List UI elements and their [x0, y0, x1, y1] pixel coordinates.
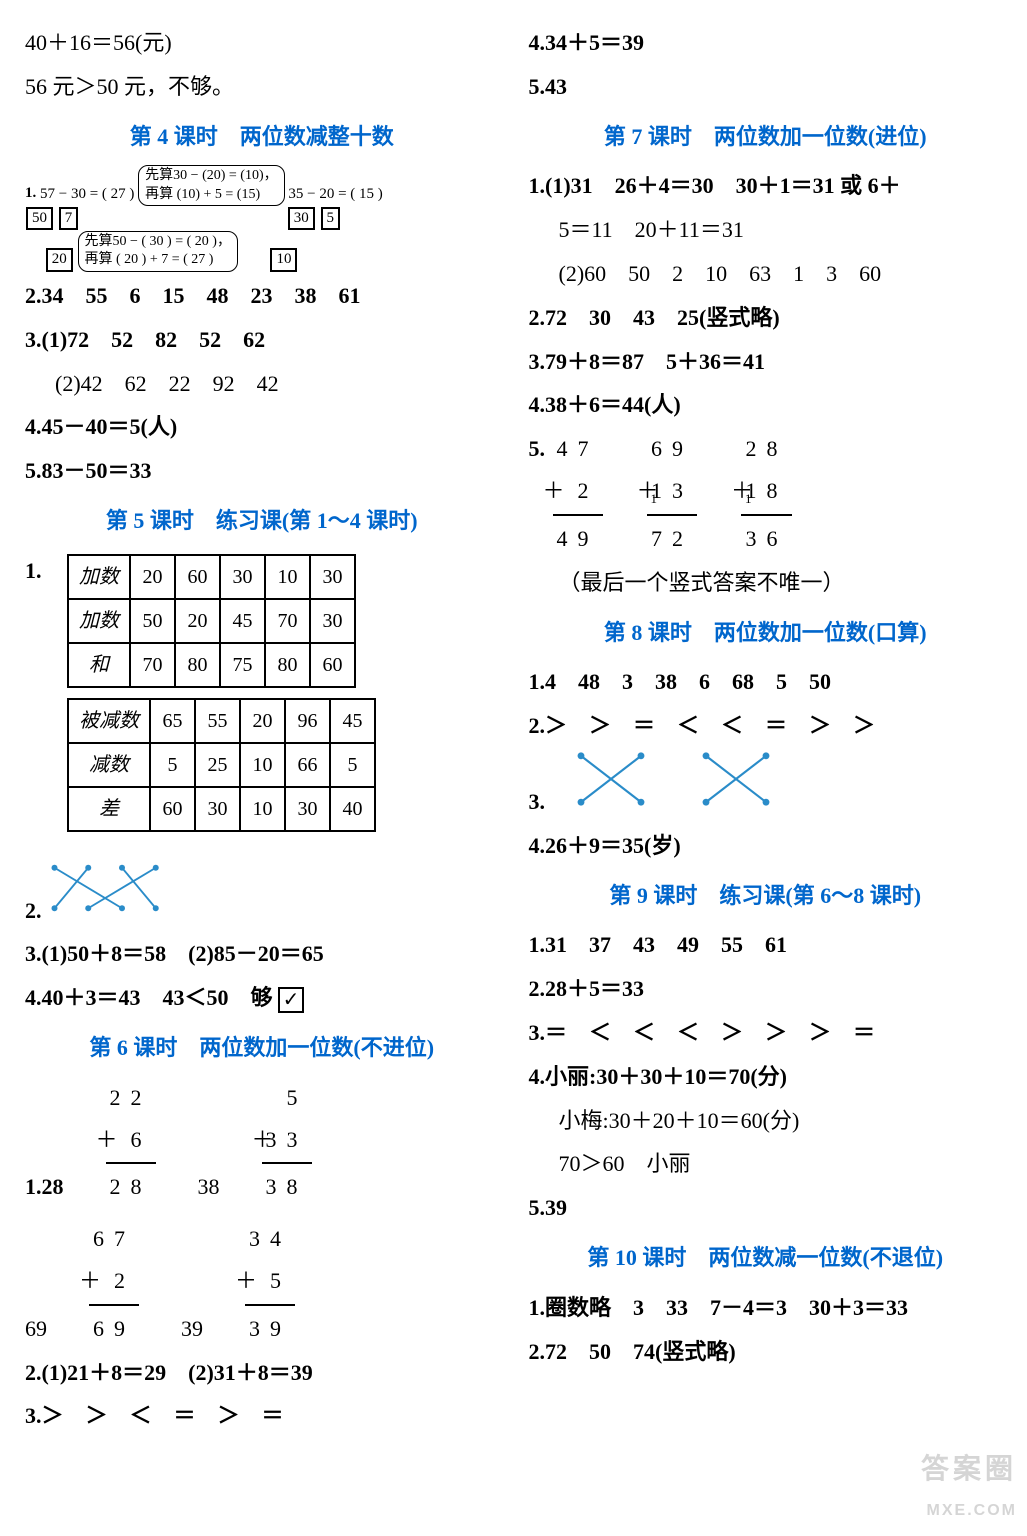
- box-7: 7: [59, 207, 79, 231]
- text-line: (2)42 62 22 92 42: [25, 363, 499, 405]
- text-line: 4.小丽:30＋30＋10＝70(分): [529, 1056, 1003, 1098]
- lesson-9-heading: 第 9 课时 练习课(第 6～8 课时): [529, 875, 1003, 917]
- text-line: 1.(1)31 26＋4＝30 30＋1＝31 或 6＋: [529, 165, 1003, 207]
- text-line: 1.31 37 43 49 55 61: [529, 924, 1003, 966]
- box-50: 50: [26, 207, 53, 231]
- box-5: 5: [321, 207, 341, 231]
- text-line: 2.＞ ＞ ＝ ＜ ＜ ＝ ＞ ＞: [529, 705, 1003, 747]
- text-line: 1.圈数略 3 33 7－4＝3 30＋3＝33: [529, 1287, 1003, 1329]
- right-column: 4.34＋5＝39 5.43 第 7 课时 两位数加一位数(进位) 1.(1)3…: [529, 20, 1003, 1439]
- text-line: 2.28＋5＝33: [529, 968, 1003, 1010]
- lesson-8-heading: 第 8 课时 两位数加一位数(口算): [529, 612, 1003, 654]
- text-line: 5.83－50＝33: [25, 450, 499, 492]
- check-icon: ✓: [278, 987, 304, 1013]
- text-line: 56 元＞50 元，不够。: [25, 66, 499, 108]
- lesson-6-heading: 第 6 课时 两位数加一位数(不进位): [25, 1027, 499, 1069]
- text-line: 小梅:30＋20＋10＝60(分): [529, 1100, 1003, 1142]
- text-line: 40＋16＝56(元): [25, 22, 499, 64]
- text-line: 3.＝ ＜ ＜ ＜ ＞ ＞ ＞ ＝: [529, 1012, 1003, 1054]
- text-line: 2.72 50 74(竖式略): [529, 1331, 1003, 1373]
- lesson-10-heading: 第 10 课时 两位数减一位数(不退位): [529, 1237, 1003, 1279]
- lesson-5-heading: 第 5 课时 练习课(第 1～4 课时): [25, 500, 499, 542]
- text-line: 4.40＋3＝43 43＜50 够 ✓: [25, 977, 499, 1019]
- left-column: 40＋16＝56(元) 56 元＞50 元，不够。 第 4 课时 两位数减整十数…: [25, 20, 499, 1439]
- vertical-calcs-7: 5. 47＋249 69＋11372 28＋11836: [529, 428, 1003, 560]
- text-line: 5＝11 20＋11＝31: [529, 209, 1003, 251]
- text-line: 1.4 48 3 38 6 68 5 50: [529, 661, 1003, 703]
- text-line: 70＞60 小丽: [529, 1143, 1003, 1185]
- text-line: （最后一个竖式答案不唯一）: [529, 562, 1003, 604]
- addition-table: 加数2060301030 加数5020457030 和7080758060: [67, 554, 356, 688]
- text-line: 4.26＋9＝35(岁): [529, 825, 1003, 867]
- subtraction-table: 被减数6555209645 减数52510665 差6030103040: [67, 698, 376, 832]
- vertical-calcs-row2: 69 67＋269 39 34＋539: [25, 1218, 499, 1349]
- cross-diagram-icon: [47, 858, 167, 918]
- problem-1-diagram: 1. 57 − 30 = ( 27 ) 先算30 − (20) = (10)，再…: [25, 165, 499, 273]
- lesson-7-heading: 第 7 课时 两位数加一位数(进位): [529, 116, 1003, 158]
- text-line: 3.(1)72 52 82 52 62: [25, 319, 499, 361]
- text-line: 2.34 55 6 15 48 23 38 61: [25, 275, 499, 317]
- box-10: 10: [270, 248, 297, 272]
- problem-2-cross: 2.: [25, 858, 499, 932]
- cross-diagram-icon: [676, 749, 796, 809]
- lesson-4-heading: 第 4 课时 两位数减整十数: [25, 116, 499, 158]
- text-line: 5.43: [529, 66, 1003, 108]
- cross-diagram-icon: [551, 749, 671, 809]
- text-line: 4.38＋6＝44(人): [529, 384, 1003, 426]
- text-line: 2.(1)21＋8＝29 (2)31＋8＝39: [25, 1352, 499, 1394]
- text-line: (2)60 50 2 10 63 1 3 60: [529, 253, 1003, 295]
- text-line: 3.(1)50＋8＝58 (2)85－20＝65: [25, 933, 499, 975]
- vertical-calcs-row1: 1.28 22＋628 38 5＋3338: [25, 1077, 499, 1208]
- text-line: 5.39: [529, 1187, 1003, 1229]
- text-line: 3.＞ ＞ ＜ ＝ ＞ ＝: [25, 1395, 499, 1437]
- watermark: 答案圈 MXE.COM: [921, 1442, 1017, 1526]
- box-30: 30: [288, 207, 315, 231]
- text-line: 4.34＋5＝39: [529, 22, 1003, 64]
- table-1-wrap: 1. 加数2060301030 加数5020457030 和7080758060…: [25, 550, 499, 856]
- text-line: 2.72 30 43 25(竖式略): [529, 297, 1003, 339]
- text-line: 4.45－40＝5(人): [25, 406, 499, 448]
- problem-3-cross: 3.: [529, 749, 1003, 823]
- text-line: 3.79＋8＝87 5＋36＝41: [529, 341, 1003, 383]
- box-20: 20: [46, 248, 73, 272]
